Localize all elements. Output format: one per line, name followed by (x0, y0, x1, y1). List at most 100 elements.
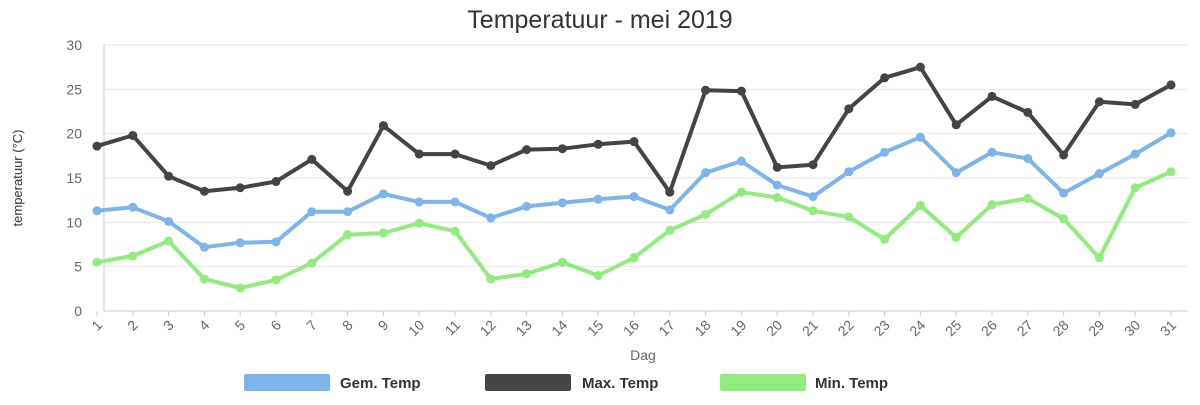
data-point[interactable] (987, 147, 997, 157)
data-point[interactable] (736, 187, 746, 197)
data-point[interactable] (1059, 214, 1069, 224)
data-point[interactable] (629, 192, 639, 202)
data-point[interactable] (772, 180, 782, 190)
data-point[interactable] (128, 130, 138, 140)
data-point[interactable] (378, 189, 388, 199)
data-point[interactable] (951, 168, 961, 178)
data-point[interactable] (701, 168, 711, 178)
data-point[interactable] (92, 206, 102, 216)
data-point[interactable] (665, 205, 675, 215)
data-point[interactable] (808, 206, 818, 216)
data-point[interactable] (271, 237, 281, 247)
data-point[interactable] (1166, 80, 1176, 90)
data-point[interactable] (772, 193, 782, 203)
data-point[interactable] (915, 132, 925, 142)
data-point[interactable] (701, 85, 711, 95)
data-point[interactable] (557, 198, 567, 208)
data-point[interactable] (307, 154, 317, 164)
data-point[interactable] (271, 275, 281, 285)
data-point[interactable] (486, 213, 496, 223)
data-point[interactable] (880, 73, 890, 83)
data-point[interactable] (1059, 188, 1069, 198)
data-point[interactable] (1094, 253, 1104, 263)
data-point[interactable] (665, 225, 675, 235)
legend-item[interactable]: Max. Temp (485, 374, 658, 392)
data-point[interactable] (1059, 150, 1069, 160)
data-point[interactable] (235, 283, 245, 293)
data-point[interactable] (522, 145, 532, 155)
data-point[interactable] (1130, 149, 1140, 159)
data-point[interactable] (1023, 107, 1033, 117)
legend[interactable]: Gem. Temp Max. Temp Min. Temp (244, 374, 888, 392)
data-point[interactable] (271, 177, 281, 187)
data-point[interactable] (343, 207, 353, 217)
data-point[interactable] (128, 251, 138, 261)
data-point[interactable] (307, 258, 317, 268)
series-line-0[interactable] (95, 130, 1173, 250)
data-point[interactable] (915, 200, 925, 210)
data-point[interactable] (772, 162, 782, 172)
data-point[interactable] (665, 187, 675, 197)
data-point[interactable] (1094, 169, 1104, 179)
data-point[interactable] (1166, 167, 1176, 177)
data-point[interactable] (593, 139, 603, 149)
data-point[interactable] (844, 167, 854, 177)
data-point[interactable] (164, 216, 174, 226)
data-point[interactable] (1023, 193, 1033, 203)
data-point[interactable] (92, 141, 102, 151)
data-point[interactable] (808, 160, 818, 170)
data-point[interactable] (414, 149, 424, 159)
data-point[interactable] (235, 183, 245, 193)
data-point[interactable] (808, 192, 818, 202)
data-point[interactable] (343, 186, 353, 196)
data-point[interactable] (629, 137, 639, 147)
data-point[interactable] (736, 86, 746, 96)
data-point[interactable] (593, 271, 603, 281)
data-point[interactable] (164, 236, 174, 246)
data-point[interactable] (1023, 153, 1033, 163)
data-point[interactable] (450, 197, 460, 207)
data-point[interactable] (1094, 97, 1104, 107)
data-point[interactable] (235, 238, 245, 248)
data-point[interactable] (199, 242, 209, 252)
data-point[interactable] (593, 194, 603, 204)
data-point[interactable] (414, 218, 424, 228)
data-point[interactable] (880, 147, 890, 157)
data-point[interactable] (378, 121, 388, 131)
data-point[interactable] (199, 274, 209, 284)
data-point[interactable] (987, 200, 997, 210)
data-point[interactable] (378, 228, 388, 238)
data-point[interactable] (92, 257, 102, 267)
data-point[interactable] (343, 230, 353, 240)
data-point[interactable] (1166, 128, 1176, 138)
data-point[interactable] (486, 274, 496, 284)
data-point[interactable] (880, 234, 890, 244)
data-point[interactable] (199, 186, 209, 196)
data-point[interactable] (951, 120, 961, 130)
data-point[interactable] (736, 156, 746, 166)
series-line-1[interactable] (95, 65, 1173, 195)
data-point[interactable] (987, 91, 997, 101)
data-point[interactable] (414, 197, 424, 207)
data-point[interactable] (557, 257, 567, 267)
legend-item[interactable]: Min. Temp (720, 374, 888, 392)
data-point[interactable] (450, 149, 460, 159)
data-point[interactable] (557, 144, 567, 154)
data-point[interactable] (307, 207, 317, 217)
data-point[interactable] (844, 104, 854, 114)
data-point[interactable] (164, 171, 174, 181)
data-point[interactable] (915, 62, 925, 72)
legend-item[interactable]: Gem. Temp (244, 374, 421, 392)
data-point[interactable] (522, 269, 532, 279)
data-point[interactable] (629, 253, 639, 263)
data-point[interactable] (1130, 183, 1140, 193)
data-point[interactable] (450, 226, 460, 236)
data-point[interactable] (522, 201, 532, 211)
data-point[interactable] (1130, 99, 1140, 109)
data-point[interactable] (701, 209, 711, 219)
data-point[interactable] (128, 202, 138, 212)
data-point[interactable] (951, 232, 961, 242)
data-point[interactable] (844, 212, 854, 222)
data-point[interactable] (486, 161, 496, 171)
series-line-2[interactable] (95, 169, 1173, 290)
